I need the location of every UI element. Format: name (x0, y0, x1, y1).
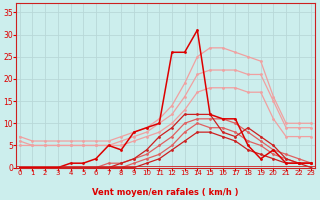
X-axis label: Vent moyen/en rafales ( km/h ): Vent moyen/en rafales ( km/h ) (92, 188, 239, 197)
